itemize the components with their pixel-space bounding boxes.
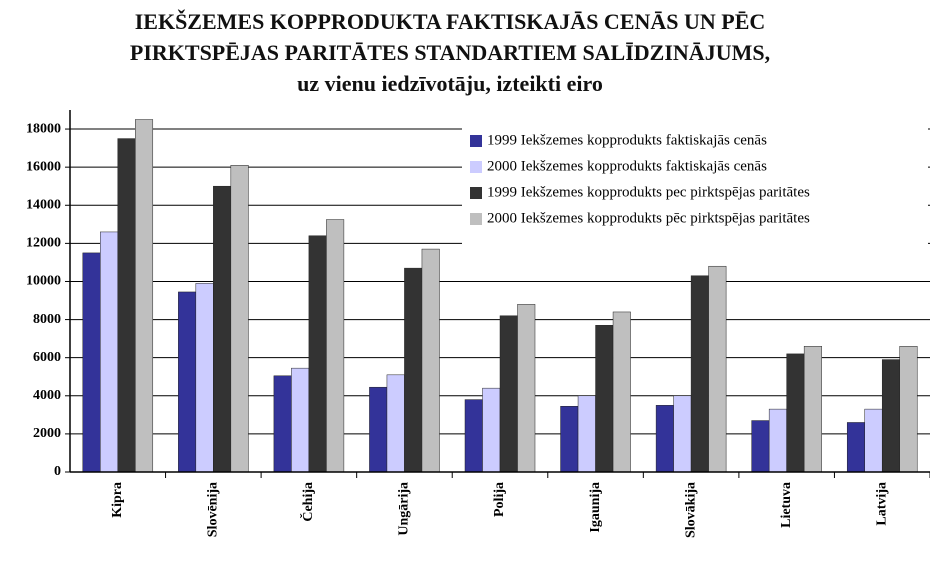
- bar: [195, 283, 214, 473]
- bar: [577, 395, 596, 473]
- bar: [230, 165, 249, 473]
- legend-swatch: [470, 161, 482, 173]
- bar: [369, 386, 388, 473]
- bar: [612, 311, 631, 473]
- chart-title: IEKŠZEMES KOPPRODUKTA FAKTISKAJĀS CENĀS …: [129, 9, 771, 96]
- x-tick-label: Kipra: [110, 482, 125, 518]
- y-tick-label: 16000: [26, 159, 61, 174]
- x-tick-label: Ungārija: [397, 482, 412, 536]
- y-tick-label: 10000: [26, 274, 61, 289]
- bar: [846, 422, 865, 473]
- bar: [213, 185, 232, 473]
- legend-label: 1999 Iekšzemes kopprodukts faktiskajās c…: [487, 132, 767, 148]
- legend-swatch: [470, 135, 482, 147]
- legend-label: 2000 Iekšzemes kopprodukts pēc pirktspēj…: [487, 210, 810, 226]
- bar: [899, 346, 918, 473]
- bar: [82, 252, 101, 473]
- bar: [803, 346, 822, 473]
- bar: [117, 138, 136, 473]
- y-tick-label: 18000: [26, 121, 61, 136]
- x-tick-label: Čehija: [299, 482, 316, 522]
- legend-box: [462, 126, 928, 244]
- y-tick-label: 2000: [33, 426, 61, 441]
- bar: [751, 420, 770, 473]
- bar: [100, 231, 119, 473]
- bar: [178, 291, 197, 473]
- bar: [464, 399, 483, 473]
- bar: [291, 367, 310, 473]
- legend-swatch: [470, 213, 482, 225]
- y-tick-label: 12000: [26, 236, 61, 251]
- bar: [708, 265, 727, 473]
- bar: [786, 353, 805, 473]
- bar: [386, 374, 405, 473]
- bar: [655, 405, 674, 473]
- bar: [881, 359, 900, 473]
- bar: [560, 406, 579, 473]
- y-tick-label: 0: [54, 464, 61, 479]
- bar: [135, 119, 154, 473]
- x-tick-label: Igaunija: [588, 482, 603, 533]
- bar: [273, 375, 292, 473]
- bar: [499, 315, 518, 473]
- y-tick-label: 4000: [33, 388, 61, 403]
- bar: [768, 408, 787, 473]
- bar: [326, 219, 345, 473]
- x-tick-label: Slovēnija: [206, 482, 221, 537]
- legend-label: 2000 Iekšzemes kopprodukts faktiskajās c…: [487, 158, 767, 174]
- bar: [482, 387, 501, 473]
- x-tick-label: Polija: [492, 482, 507, 517]
- legend-swatch: [470, 187, 482, 199]
- y-tick-label: 14000: [26, 197, 61, 212]
- bar: [673, 395, 692, 473]
- x-tick-label: Latvija: [874, 482, 889, 526]
- x-tick-label: Slovākija: [683, 482, 698, 538]
- bar: [690, 275, 709, 473]
- bar: [308, 235, 327, 473]
- y-tick-label: 6000: [33, 350, 61, 365]
- legend-label: 1999 Iekšzemes kopprodukts pec pirktspēj…: [487, 184, 810, 200]
- bar: [517, 304, 536, 473]
- x-tick-label: Lietuva: [779, 482, 794, 528]
- y-tick-label: 8000: [33, 312, 61, 327]
- bar: [404, 267, 423, 473]
- bar: [421, 248, 440, 473]
- bar: [595, 325, 614, 473]
- bar: [864, 408, 883, 473]
